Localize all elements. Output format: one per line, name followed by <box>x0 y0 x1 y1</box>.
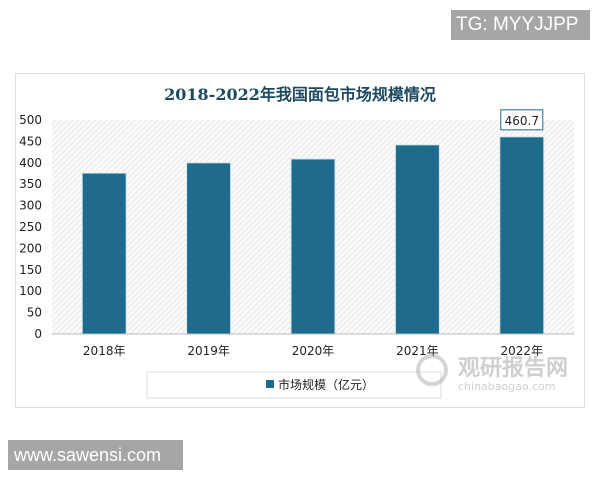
x-tick-label: 2020年 <box>292 344 335 358</box>
tg-watermark: TG: MYYJJPP <box>451 10 590 40</box>
site-watermark: www.sawensi.com <box>8 440 183 470</box>
x-tick-label: 2019年 <box>187 344 230 358</box>
y-tick-label: 400 <box>19 156 42 170</box>
legend-label: 市场规模（亿元） <box>278 377 374 392</box>
x-tick-label: 2022年 <box>501 344 544 358</box>
svg-text:观研报告网: 观研报告网 <box>458 356 568 381</box>
y-tick-label: 0 <box>34 327 42 341</box>
legend <box>146 371 442 399</box>
legend-swatch <box>266 380 274 388</box>
data-label: 460.7 <box>505 114 539 128</box>
chart-frame <box>15 73 585 408</box>
y-tick-label: 350 <box>19 177 42 191</box>
data-label-box <box>500 109 544 131</box>
bar <box>186 162 232 335</box>
y-tick-label: 450 <box>19 134 42 148</box>
y-tick-label: 300 <box>19 199 42 213</box>
bar <box>499 136 545 335</box>
svg-text:chinabaogao.com: chinabaogao.com <box>458 380 556 393</box>
y-tick-label: 150 <box>19 263 42 277</box>
y-tick-label: 200 <box>19 241 42 255</box>
chinabaogao-logo: 观研报告网 chinabaogao.com <box>416 354 568 393</box>
y-tick-label: 50 <box>27 306 42 320</box>
y-tick-label: 250 <box>19 220 42 234</box>
x-tick-label: 2021年 <box>396 344 439 358</box>
bar <box>394 144 440 335</box>
bar <box>81 172 127 335</box>
bar <box>290 158 336 335</box>
chart-title: 2018-2022年我国面包市场规模情况 <box>164 85 436 104</box>
y-tick-label: 100 <box>19 284 42 298</box>
x-tick-label: 2018年 <box>83 344 126 358</box>
y-tick-label: 500 <box>19 113 42 127</box>
